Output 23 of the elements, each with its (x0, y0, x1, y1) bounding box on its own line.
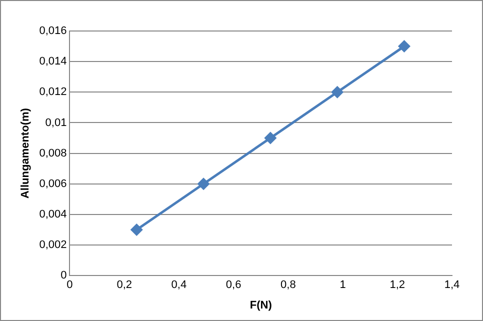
x-tick-label: 1,4 (444, 279, 460, 292)
x-axis-title: F(N) (250, 299, 272, 312)
y-tick-label: 0 (60, 270, 67, 282)
point (130, 224, 142, 236)
point (198, 178, 210, 190)
x-tick-label: 0,4 (171, 279, 187, 292)
x-tick-label: 1,2 (390, 279, 406, 292)
y-tick-label: 0,004 (39, 208, 67, 220)
y-tick-label: 0,008 (39, 147, 67, 160)
x-tick-label: 0,2 (116, 279, 132, 292)
x-tick-label: 1 (340, 279, 346, 292)
point (264, 132, 276, 144)
x-tick-label: 0,8 (280, 279, 296, 292)
y-tick-label: 0,01 (45, 116, 67, 129)
y-tick-label: 0,006 (39, 178, 67, 190)
point (332, 86, 344, 98)
point (398, 40, 410, 52)
y-tick-label: 0,002 (39, 239, 67, 252)
y-tick-label: 0,016 (39, 25, 67, 38)
y-tick-label: 0,014 (39, 56, 67, 68)
y-tick-label: 0,012 (39, 86, 67, 98)
y-axis-title: Allungamento(m) (20, 108, 32, 199)
x-tick-label: 0,6 (226, 279, 242, 292)
